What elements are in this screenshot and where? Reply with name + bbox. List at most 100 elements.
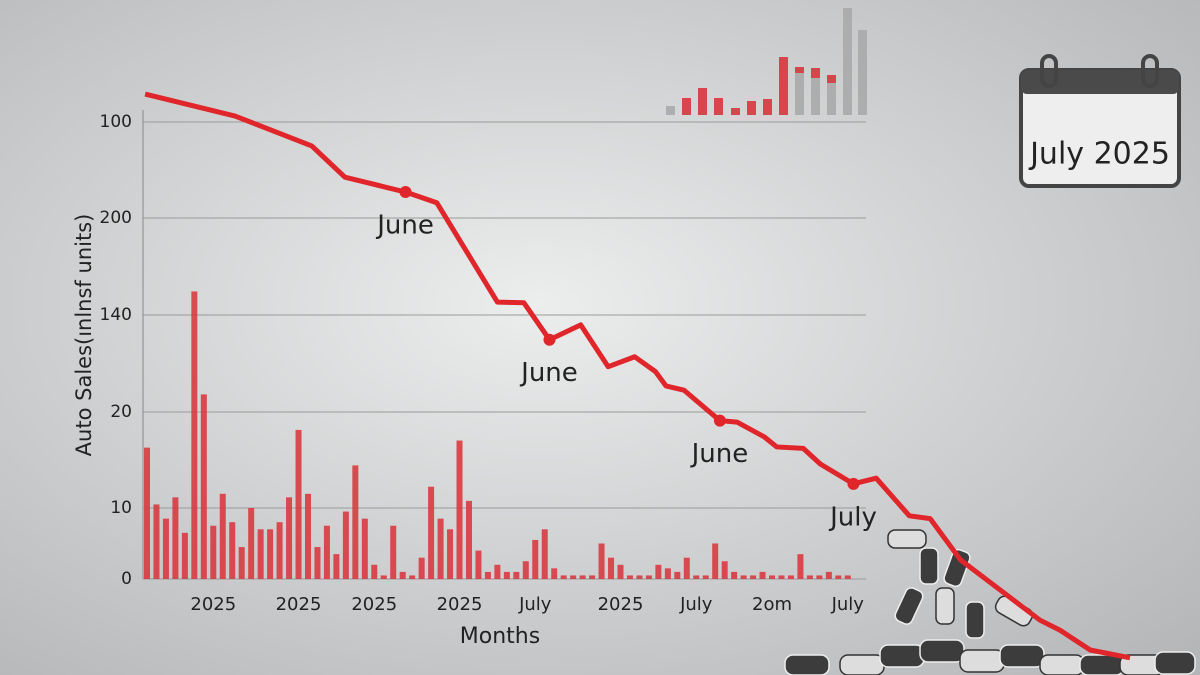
bar [314, 547, 321, 579]
bar [342, 511, 349, 579]
point-label: June [375, 211, 434, 241]
x-axis-label: Months [460, 624, 540, 649]
bar [778, 575, 785, 579]
bar [229, 522, 236, 579]
bar [456, 440, 463, 579]
bar [522, 561, 529, 579]
y-tick-label: 140 [100, 305, 132, 325]
bar [380, 575, 387, 579]
bar [399, 571, 406, 579]
bar [740, 575, 747, 579]
bar [787, 575, 794, 579]
bar [560, 575, 567, 579]
bar [181, 532, 188, 579]
bar [352, 465, 359, 579]
bar [484, 571, 491, 579]
bar [153, 504, 160, 579]
bar [494, 564, 501, 579]
bar [409, 575, 416, 579]
x-tick-label: 2025 [351, 594, 397, 615]
bar [248, 508, 255, 579]
x-tick-label: July [518, 594, 552, 615]
bar [579, 575, 586, 579]
bar [191, 291, 198, 579]
bar [541, 529, 548, 579]
cars [784, 529, 1196, 675]
bar [200, 394, 207, 579]
bar [636, 575, 643, 579]
y-tick-label: 10 [110, 498, 132, 518]
bar [219, 493, 226, 579]
bar [437, 518, 444, 579]
line-marker [543, 333, 556, 346]
bar [598, 543, 605, 579]
bar [532, 539, 539, 579]
calendar-text: July 2025 [1028, 137, 1170, 172]
x-tick-label: 2025 [598, 594, 644, 615]
bar [323, 525, 330, 579]
bar [626, 575, 633, 579]
bar [570, 575, 577, 579]
x-tick-label: 2025 [190, 594, 236, 615]
bar [447, 529, 454, 579]
y-tick-label: 20 [110, 402, 132, 422]
bar [769, 575, 776, 579]
bar [655, 564, 662, 579]
line-marker [847, 477, 860, 490]
bar [333, 554, 340, 579]
bar [238, 547, 245, 579]
bar [759, 571, 766, 579]
y-axis-label: Auto Sales(ınlnsf units) [72, 214, 96, 457]
bar [144, 447, 150, 579]
calendar: July 2025 [1019, 54, 1181, 188]
point-label: June [519, 358, 578, 388]
bar [797, 554, 804, 579]
point-label: July [828, 502, 877, 532]
bar [608, 557, 615, 579]
y-tick-label: 200 [100, 208, 132, 228]
bar [286, 497, 293, 579]
bar [645, 575, 652, 579]
x-tick-label: 2025 [437, 594, 483, 615]
line-marker [399, 186, 412, 199]
bar [589, 575, 596, 579]
x-tick-label: July [679, 594, 713, 615]
bar [825, 571, 832, 579]
bar [816, 575, 823, 579]
bar [304, 493, 311, 579]
x-tick-label: 2om [752, 594, 792, 615]
bar [361, 518, 368, 579]
bar [503, 571, 510, 579]
bar [702, 575, 709, 579]
bar [428, 486, 435, 579]
bar [664, 568, 671, 579]
bar [844, 575, 851, 579]
bar [465, 500, 472, 579]
bar [371, 564, 378, 579]
bar [674, 571, 681, 579]
bar [693, 575, 700, 579]
y-tick-label: 0 [121, 569, 132, 589]
bar [418, 557, 425, 579]
bar [475, 550, 482, 579]
bar [267, 529, 274, 579]
bar [172, 497, 179, 579]
inset-bars [666, 8, 867, 115]
bar [750, 575, 757, 579]
bar [806, 575, 813, 579]
bar [513, 571, 520, 579]
line-marker [713, 414, 726, 427]
bar [210, 525, 217, 579]
y-tick-label: 100 [100, 112, 132, 132]
x-tick-label: 2025 [276, 594, 322, 615]
bar [617, 564, 624, 579]
bar [835, 575, 842, 579]
bar [731, 571, 738, 579]
bar [257, 529, 264, 579]
bar [162, 518, 169, 579]
x-tick-label: July [831, 594, 865, 615]
bar [712, 543, 719, 579]
bar [390, 525, 397, 579]
point-label: June [690, 439, 749, 469]
